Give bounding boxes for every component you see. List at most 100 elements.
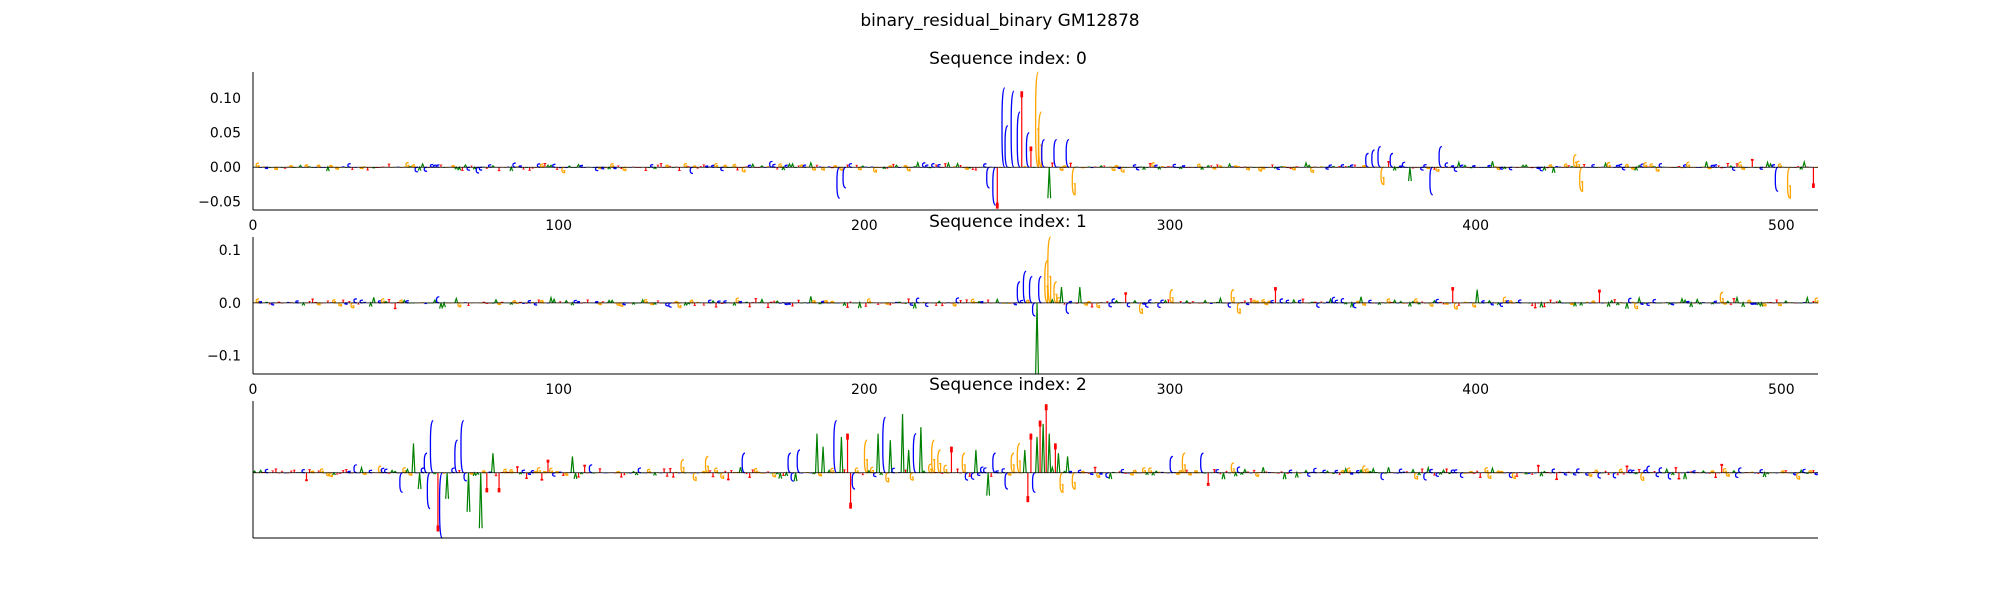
logo-mark (970, 472, 975, 480)
logo-mark (402, 299, 407, 304)
y-tick-label: 0.05 (210, 126, 241, 142)
y-tick-label: 0.0 (219, 296, 241, 312)
logo-mark (387, 299, 391, 303)
logo-mark (775, 300, 780, 304)
logo-mark (417, 472, 422, 490)
logo-mark (821, 166, 826, 171)
logo-mark (1435, 166, 1440, 172)
logo-mark (1775, 299, 1779, 303)
logo-mark (543, 163, 547, 168)
logo-mark (1169, 455, 1174, 474)
logo-mark (1380, 472, 1384, 481)
logo-mark (573, 472, 578, 479)
logo-mark (610, 163, 615, 168)
logo-mark (1316, 302, 1320, 308)
logo-mark (1435, 298, 1439, 304)
logo-mark (696, 301, 700, 303)
logo-mark (1160, 299, 1164, 304)
logo-mark (830, 167, 834, 169)
logo-mark (384, 300, 388, 304)
logo-mark (1732, 298, 1736, 303)
logo-mark (494, 472, 498, 477)
logo-mark (937, 449, 942, 474)
logo-mark (1236, 466, 1241, 474)
logo-mark (934, 164, 938, 168)
logo-mark (485, 472, 489, 493)
logo-mark (665, 302, 669, 307)
logo-mark (1233, 471, 1238, 477)
logo-mark (1457, 302, 1461, 306)
logo-mark (953, 166, 956, 168)
logo-mark (1298, 472, 1302, 474)
logo-mark (784, 471, 789, 477)
logo-mark (314, 302, 318, 303)
logo-mark (827, 469, 832, 474)
logo-mark (1765, 160, 1770, 168)
logo-mark (325, 472, 330, 477)
logo-mark (366, 167, 369, 171)
logo-mark (1280, 166, 1283, 168)
logo-mark (1071, 472, 1076, 490)
x-tick-label: 300 (1157, 382, 1184, 398)
logo-mark (509, 165, 514, 172)
logo-mark (1686, 161, 1691, 168)
logo-mark (1812, 167, 1815, 188)
logo-mark (1172, 163, 1176, 168)
x-tick-label: 500 (1768, 382, 1795, 398)
logo-mark (1151, 162, 1156, 168)
logo-mark (1539, 300, 1544, 308)
logo-mark (1157, 302, 1161, 309)
logo-mark (383, 468, 388, 474)
logo-mark (1487, 472, 1492, 480)
logo-mark (1546, 167, 1549, 169)
logo-mark (1338, 166, 1342, 168)
logo-mark (1511, 472, 1516, 480)
logo-mark (1313, 301, 1317, 303)
logo-mark (1001, 468, 1005, 474)
logo-mark (1328, 297, 1333, 304)
axes-1: 0 100 200 300 400 500 0.1 0.0 −0.1 (207, 237, 1818, 398)
logo-mark (467, 302, 470, 306)
logo-mark (1398, 468, 1403, 474)
logo-mark (1762, 470, 1767, 478)
logo-mark (1160, 166, 1164, 168)
logo-mark (1346, 467, 1351, 474)
logo-mark (577, 472, 580, 478)
logo-mark (1579, 166, 1584, 193)
logo-mark (704, 455, 709, 474)
logo-mark (1453, 469, 1458, 474)
logo-mark (1310, 166, 1315, 173)
logo-mark (640, 298, 645, 304)
logo-mark (576, 163, 581, 168)
logo-mark (750, 162, 755, 168)
logo-mark (436, 472, 440, 532)
logo-mark (558, 167, 562, 169)
logo-mark (1725, 300, 1730, 304)
logo-mark (570, 456, 575, 473)
logo-mark (1022, 270, 1027, 304)
figure-title: binary_residual_binary GM12878 (860, 11, 1139, 31)
axes-2 (252, 401, 1818, 539)
logo-mark (1087, 472, 1091, 474)
logo-mark (555, 167, 559, 170)
logo-mark (1677, 166, 1681, 168)
logo-mark (778, 163, 783, 168)
logo-mark (1111, 166, 1116, 172)
logo-mark (1472, 302, 1477, 308)
logo-mark (1352, 302, 1357, 309)
logo-mark (1588, 472, 1593, 477)
logo-mark (1386, 298, 1391, 304)
logo-mark (420, 467, 425, 474)
logo-mark (1734, 472, 1739, 479)
logo-mark (1359, 468, 1363, 474)
logo-mark (808, 160, 813, 168)
logo-mark (1438, 145, 1443, 168)
logo-mark (1371, 466, 1376, 473)
logo-mark (1655, 472, 1659, 478)
logo-mark (1637, 295, 1642, 304)
logo-mark (420, 162, 425, 168)
logo-mark (1582, 164, 1586, 168)
logo-mark (1634, 165, 1639, 171)
logo-mark (797, 299, 800, 303)
